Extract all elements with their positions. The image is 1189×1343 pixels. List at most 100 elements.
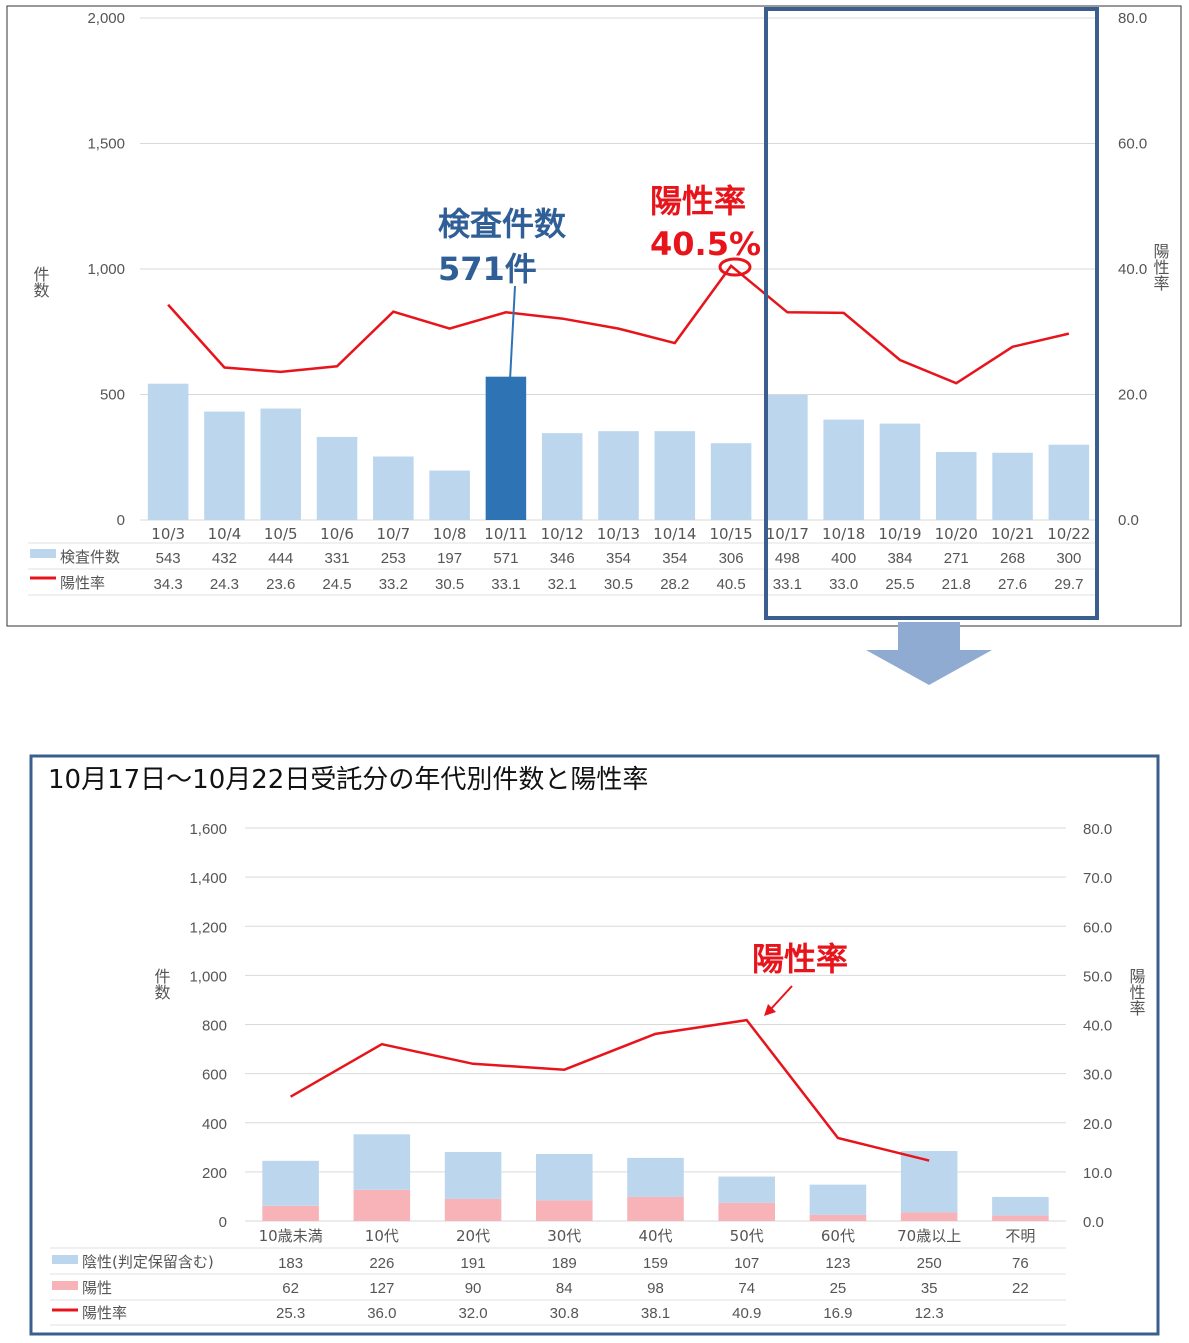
chart2-table-positive: 127 [369,1280,394,1297]
chart2-legend-rate-label: 陽性率 [82,1304,127,1322]
chart1-table-rate: 33.1 [773,576,802,593]
chart1-category-label: 10/21 [991,525,1034,543]
chart1-table-rate: 33.0 [829,576,858,593]
chart1-table-count: 346 [550,550,575,567]
chart2-ytick-label: 800 [202,1018,227,1035]
chart2-table-rate: 38.1 [641,1305,670,1322]
chart1-y2tick-label: 80.0 [1118,10,1147,27]
annotation-count-title: 検査件数 [438,205,567,243]
chart2-bar-positive [992,1215,1049,1221]
chart2-table-negative: 159 [643,1255,668,1272]
chart1-table-count: 354 [606,550,631,567]
chart1-table-rate: 25.5 [885,576,914,593]
chart2-rate-polyline [289,1018,930,1162]
chart2-y2tick-label: 80.0 [1083,821,1112,838]
chart1-category-label: 10/11 [484,525,527,543]
chart1-table-count: 197 [437,550,462,567]
chart1-y2tick-label: 0.0 [1118,512,1139,529]
chart2-ytick-label: 1,600 [189,821,227,838]
chart2-category-label: 10代 [365,1227,399,1245]
chart1-ticks: 0 500 1,000 1,500 2,000 0.0 20.0 40.0 60.0 80.0 10… [87,10,1147,543]
chart2-table-positive: 74 [738,1280,755,1297]
chart1-table-count: 253 [381,550,406,567]
highlight-box [764,7,1099,620]
chart2-legend-positive-label: 陽性 [82,1279,112,1297]
chart1-table-count: 354 [662,550,687,567]
chart2-table-negative: 250 [917,1255,942,1272]
chart1-category-label: 10/8 [433,525,467,543]
chart2-bar-negative [535,1153,593,1201]
chart2-ytick-label: 400 [202,1116,227,1133]
chart1-table-count: 306 [719,550,744,567]
chart2-annotation-pointer [769,985,793,1011]
chart1-bar [598,431,639,520]
chart2-ticks: 0 200 400 600 800 1,000 1,200 1,400 1,600 0.0 10.0… [189,821,1112,1245]
down-arrow-icon [866,622,992,685]
chart2-category-label: 10歳未満 [259,1227,323,1245]
chart1-ytick-label: 1,500 [87,136,125,153]
chart1-table-rate: 33.2 [379,576,408,593]
chart2-frame [29,754,1160,1336]
chart2-category-label: 不明 [1005,1227,1035,1245]
chart2-category-label: 70歳以上 [897,1227,961,1245]
chart2-category-label: 40代 [638,1227,672,1245]
chart1-table-count: 543 [156,550,181,567]
chart2-bar-negative [444,1151,502,1199]
chart1-legend-count-label: 検査件数 [60,548,120,566]
chart2-table-positive: 62 [282,1280,299,1297]
chart2-table-positive: 90 [465,1280,482,1297]
chart1-bar [823,419,864,520]
chart1-category-label: 10/12 [541,525,584,543]
annotation-rate-title: 陽性率 [650,182,746,220]
chart2-table-negative: 226 [369,1255,394,1272]
chart1-legend-rate-label: 陽性率 [60,574,105,592]
chart1-y2tick-label: 60.0 [1118,136,1147,153]
chart2-ytick-label: 1,400 [189,870,227,887]
chart2-bar-positive [900,1212,958,1221]
chart1-table-count: 300 [1056,550,1081,567]
chart1-category-label: 10/14 [653,525,696,543]
chart2-bar-positive [809,1214,867,1221]
chart2-table-positive: 22 [1012,1280,1029,1297]
chart2-table-negative: 191 [461,1255,486,1272]
chart1-table-rate: 28.2 [660,576,689,593]
chart1-bars [147,376,1090,520]
chart1-category-label: 10/18 [822,525,865,543]
annotation-rate-value: 40.5% [650,225,761,263]
chart1-table-count: 444 [268,550,293,567]
chart1-table-rate: 27.6 [998,576,1027,593]
chart1-category-label: 10/22 [1047,525,1090,543]
chart1-rate-line [167,264,1070,385]
chart1-y2tick-label: 20.0 [1118,387,1147,404]
chart2-bar-positive [627,1196,684,1221]
chart2-ytick-label: 1,000 [189,968,227,985]
chart1-bar [373,456,414,520]
chart1-category-label: 10/7 [376,525,410,543]
chart2-y2tick-label: 20.0 [1083,1116,1112,1133]
chart1-category-label: 10/17 [766,525,809,543]
annotation-rate-circle [718,257,752,277]
chart2-bar-negative [718,1176,776,1203]
chart2-y2tick-label: 60.0 [1083,919,1112,936]
chart1-bar [316,436,358,520]
chart1-table-rate: 30.5 [435,576,464,593]
chart1-bar [147,383,189,520]
chart2-bar-positive [444,1198,502,1221]
chart2-table-negative: 123 [825,1255,850,1272]
chart2-bar-negative [627,1157,684,1197]
chart1-table-count: 571 [493,550,518,567]
chart2-ytick-label: 0 [219,1214,227,1231]
chart1-category-label: 10/3 [151,525,185,543]
chart1-table-rate: 34.3 [154,576,183,593]
chart1-table-rate: 30.5 [604,576,633,593]
chart2-table-rate: 12.3 [915,1305,944,1322]
chart2-category-label: 30代 [547,1227,581,1245]
chart2-bar-positive [353,1189,411,1221]
chart2-table-rate: 16.9 [823,1305,852,1322]
chart2-table-negative: 183 [278,1255,303,1272]
chart2-bar-positive [535,1200,593,1221]
chart1-table-count: 384 [887,550,912,567]
chart1-table-count: 400 [831,550,856,567]
chart2-y2tick-label: 0.0 [1083,1214,1104,1231]
